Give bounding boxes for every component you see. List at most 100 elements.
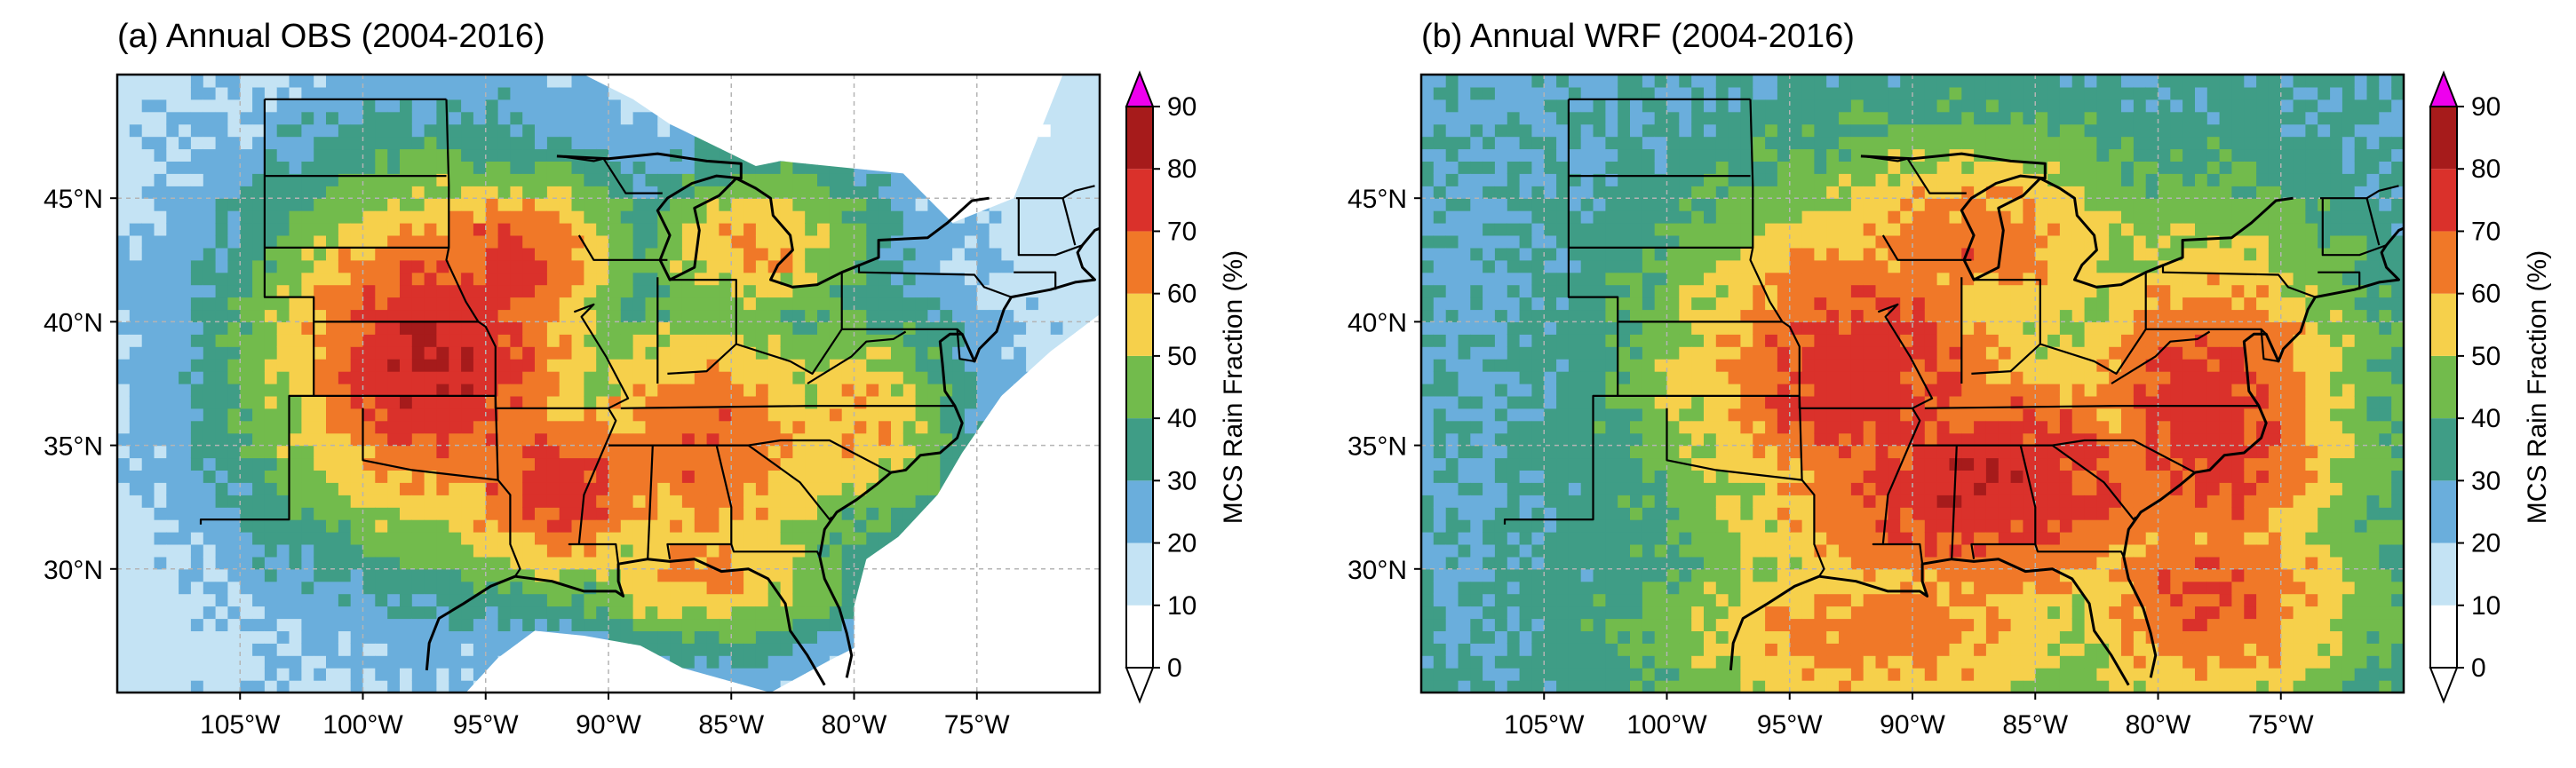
field-cell [1001,371,1014,384]
field-cell [584,395,597,409]
field-cell [976,173,990,186]
field-cell [1087,99,1100,113]
field-cell [584,346,597,360]
field-cell [240,99,253,113]
field-cell [817,99,831,113]
field-cell [571,618,584,631]
field-cell [1580,259,1594,273]
field-cell [940,136,953,150]
field-cell [780,581,793,595]
field-cell [805,532,818,545]
field-cell [289,618,302,631]
field-cell [314,359,327,372]
field-cell [817,334,831,347]
field-cell [411,482,425,495]
field-cell [620,161,634,174]
field-cell [755,359,769,372]
field-cell [276,371,290,384]
field-cell [989,136,1002,150]
field-cell [964,482,978,495]
field-cell [854,655,867,669]
field-cell [706,235,720,249]
field-cell [841,111,855,125]
field-cell [485,532,499,545]
field-cell [1421,432,1435,447]
field-cell [522,581,536,595]
field-cell [1421,259,1435,273]
field-cell [436,445,449,459]
field-cell [596,482,609,495]
field-cell [1445,445,1459,459]
field-cell [1593,532,1606,545]
x-tick-label: 100°W [322,710,403,740]
field-cell [755,556,769,570]
field-cell [1519,568,1532,582]
field-cell [190,668,204,681]
field-cell [1618,680,1631,693]
field-cell [1507,259,1521,273]
field-cell [1605,334,1618,347]
field-cell [535,223,548,236]
field-cell [989,495,1002,508]
field-cell [780,111,793,125]
field-cell [1544,309,1557,322]
field-cell [805,148,818,162]
field-cell [1062,99,1076,113]
field-cell [1494,495,1508,508]
field-cell [301,371,314,384]
field-cell [719,123,732,138]
field-cell [129,470,143,483]
field-cell [326,445,339,459]
field-cell [780,643,793,656]
field-cell [240,297,253,311]
field-cell [902,618,917,631]
field-cell [252,630,266,644]
colorbar-extend-max [1125,70,1155,107]
field-cell [571,544,584,558]
field-cell [1014,630,1027,644]
field-cell [387,247,401,261]
field-cell [522,161,536,174]
field-cell [780,470,793,483]
state-border [608,439,892,474]
field-cell [866,618,879,631]
field-cell [829,470,843,483]
field-cell [1087,668,1100,681]
field-cell [473,519,487,533]
field-cell [681,630,696,644]
field-cell [743,680,757,693]
field-cell [240,556,253,570]
field-cell [1630,395,1643,409]
field-cell [1630,235,1643,249]
field-cell [326,136,339,150]
field-cell [1470,123,1483,138]
field-cell [1445,618,1459,631]
field-cell [976,420,990,434]
field-cell [1038,86,1052,100]
field-cell [301,223,314,236]
field-cell [780,136,793,150]
field-cell [424,99,437,113]
field-cell [1593,457,1606,471]
field-cell [584,507,597,520]
field-cell [731,309,744,322]
field-cell [326,470,339,483]
field-cell [645,581,658,595]
field-cell [154,519,167,533]
field-cell [1568,420,1582,434]
field-cell [706,384,720,397]
field-cell [1026,532,1039,545]
field-cell [436,309,449,322]
field-cell [805,371,818,384]
field-cell [510,507,523,520]
field-cell [719,259,732,273]
field-cell [571,556,584,570]
field-cell [1494,321,1508,335]
field-cell [350,284,364,298]
field-cell [411,235,425,249]
field-cell [203,75,217,88]
field-cell [927,136,941,150]
field-cell [1062,544,1076,558]
field-cell [645,507,658,520]
field-cell [1618,532,1631,545]
